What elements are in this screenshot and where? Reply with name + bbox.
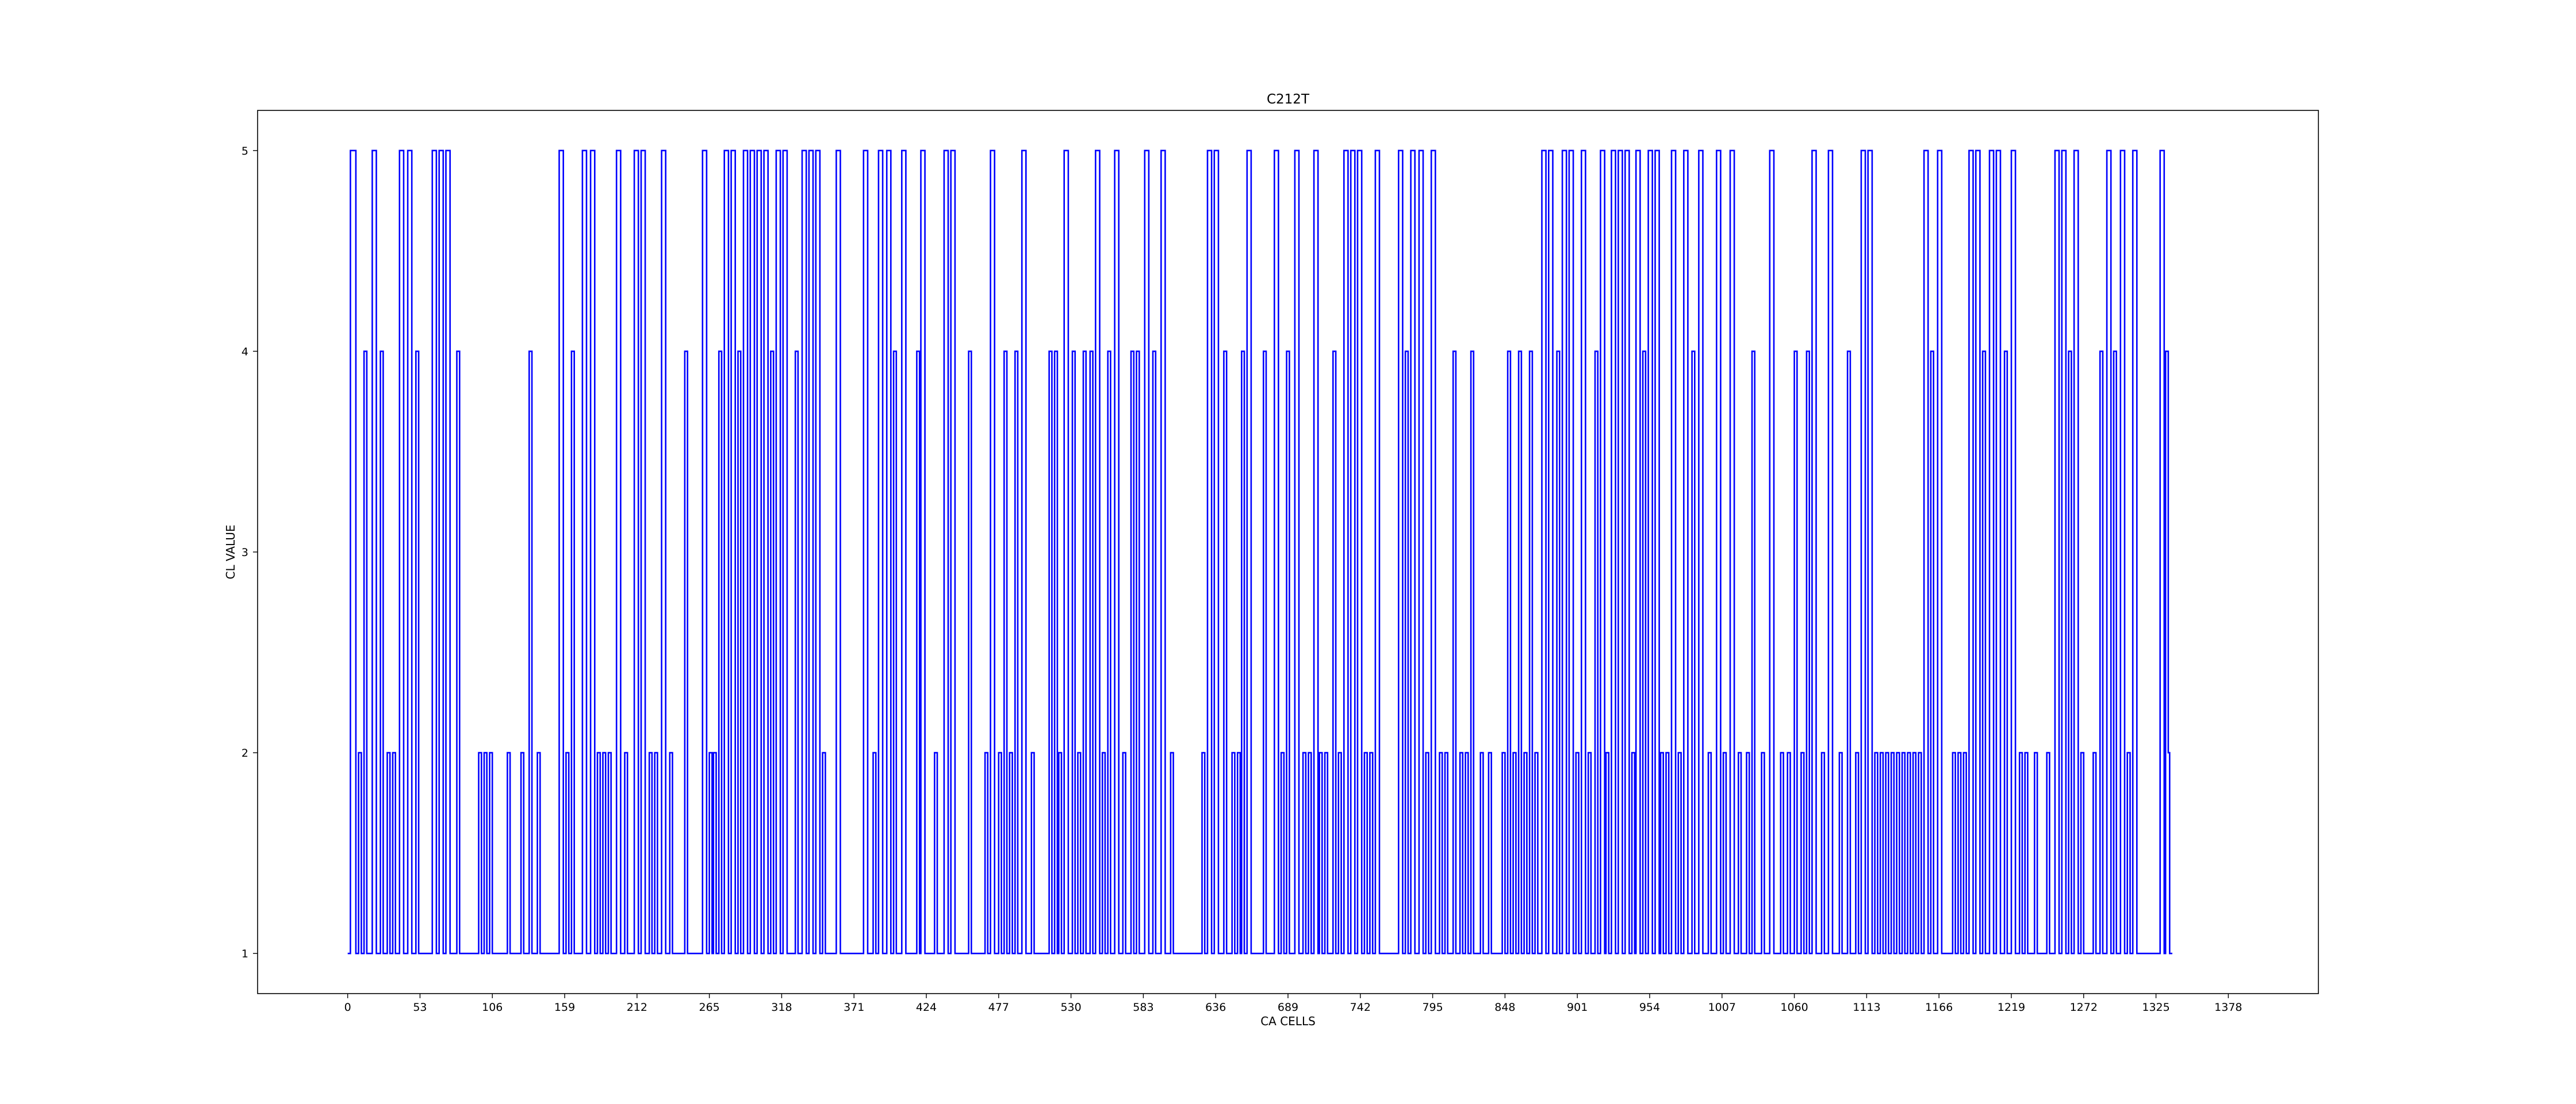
chart-title: C212T — [1267, 92, 1310, 107]
x-tick-label: 530 — [1060, 1001, 1081, 1014]
x-tick-label: 159 — [554, 1001, 575, 1014]
x-tick-label: 53 — [413, 1001, 427, 1014]
x-axis: 0 53 106 159 212 265 318 371 424 477 530 583 636 689 7… — [344, 994, 2242, 1014]
x-tick-label: 318 — [771, 1001, 792, 1014]
x-tick-label: 106 — [482, 1001, 503, 1014]
x-tick-label: 212 — [627, 1001, 647, 1014]
x-tick-label: 1272 — [2070, 1001, 2098, 1014]
x-tick-label: 848 — [1494, 1001, 1515, 1014]
x-tick-label: 901 — [1567, 1001, 1588, 1014]
x-tick-label: 371 — [844, 1001, 864, 1014]
y-tick-label: 3 — [241, 546, 248, 559]
x-tick-label: 689 — [1278, 1001, 1298, 1014]
x-tick-label: 265 — [699, 1001, 719, 1014]
y-tick-label: 2 — [241, 747, 248, 760]
x-tick-label: 954 — [1639, 1001, 1660, 1014]
x-tick-label: 795 — [1422, 1001, 1443, 1014]
x-tick-label: 1219 — [1998, 1001, 2025, 1014]
y-tick-label: 4 — [241, 346, 248, 358]
x-tick-label: 636 — [1205, 1001, 1226, 1014]
x-tick-label: 0 — [344, 1001, 351, 1014]
series-line — [347, 150, 2172, 954]
x-tick-label: 1060 — [1780, 1001, 1808, 1014]
plot-area — [347, 150, 2172, 954]
x-tick-label: 424 — [916, 1001, 937, 1014]
y-tick-label: 5 — [241, 145, 248, 158]
x-tick-label: 477 — [988, 1001, 1009, 1014]
x-tick-label: 1378 — [2214, 1001, 2242, 1014]
x-tick-label: 1325 — [2142, 1001, 2169, 1014]
x-axis-label: CA CELLS — [1260, 1014, 1316, 1028]
x-tick-label: 1113 — [1853, 1001, 1880, 1014]
x-tick-label: 583 — [1133, 1001, 1153, 1014]
y-tick-label: 1 — [241, 948, 248, 960]
y-axis-label: CL VALUE — [224, 525, 237, 580]
x-tick-label: 1166 — [1925, 1001, 1953, 1014]
x-tick-label: 742 — [1350, 1001, 1371, 1014]
x-tick-label: 1007 — [1708, 1001, 1736, 1014]
y-axis: 1 2 3 4 5 — [241, 145, 258, 960]
